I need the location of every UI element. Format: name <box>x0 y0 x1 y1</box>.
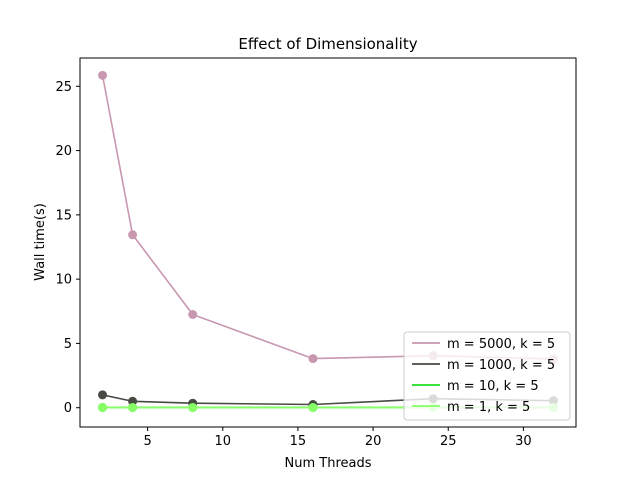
y-axis-title: Wall time(s) <box>33 203 48 281</box>
chart-title: Effect of Dimensionality <box>238 35 417 53</box>
y-tick-label: 20 <box>55 144 72 159</box>
legend-item: m = 1, k = 5 <box>412 400 530 415</box>
legend-item: m = 1000, k = 5 <box>412 358 555 373</box>
data-point <box>188 310 198 319</box>
x-axis: 5 10 15 20 25 30 <box>143 427 532 449</box>
x-tick-label: 20 <box>365 434 382 449</box>
y-tick-label: 5 <box>64 337 72 352</box>
x-axis-title: Num Threads <box>285 456 372 471</box>
legend-item: m = 5000, k = 5 <box>412 337 555 352</box>
legend-label: m = 1, k = 5 <box>447 400 530 415</box>
y-tick-label: 10 <box>55 273 72 288</box>
data-point <box>98 70 108 80</box>
data-point <box>308 354 318 364</box>
data-point <box>128 403 138 413</box>
legend-label: m = 10, k = 5 <box>447 379 539 394</box>
axes-frame <box>79 57 577 428</box>
x-tick-label: 25 <box>440 434 457 449</box>
x-tick-label: 10 <box>215 434 232 449</box>
data-point <box>128 396 138 406</box>
legend-label: m = 1000, k = 5 <box>447 358 555 373</box>
legend: m = 5000, k = 5 m = 1000, k = 5 m = 10, k … <box>403 331 571 421</box>
data-point <box>98 403 108 413</box>
data-point <box>98 390 108 400</box>
x-tick-label: 5 <box>143 434 151 449</box>
y-tick-label: 25 <box>55 80 72 95</box>
data-point <box>128 230 138 240</box>
y-tick-label: 15 <box>55 208 72 223</box>
data-point <box>308 403 318 413</box>
y-axis: 0 5 10 15 20 25 <box>55 80 80 416</box>
y-tick-label: 0 <box>64 401 72 416</box>
legend-label: m = 5000, k = 5 <box>447 337 555 352</box>
legend-box <box>403 331 571 421</box>
x-tick-label: 15 <box>290 434 307 449</box>
x-tick-label: 30 <box>515 434 532 449</box>
data-point <box>188 403 198 413</box>
legend-item: m = 10, k = 5 <box>412 379 539 394</box>
